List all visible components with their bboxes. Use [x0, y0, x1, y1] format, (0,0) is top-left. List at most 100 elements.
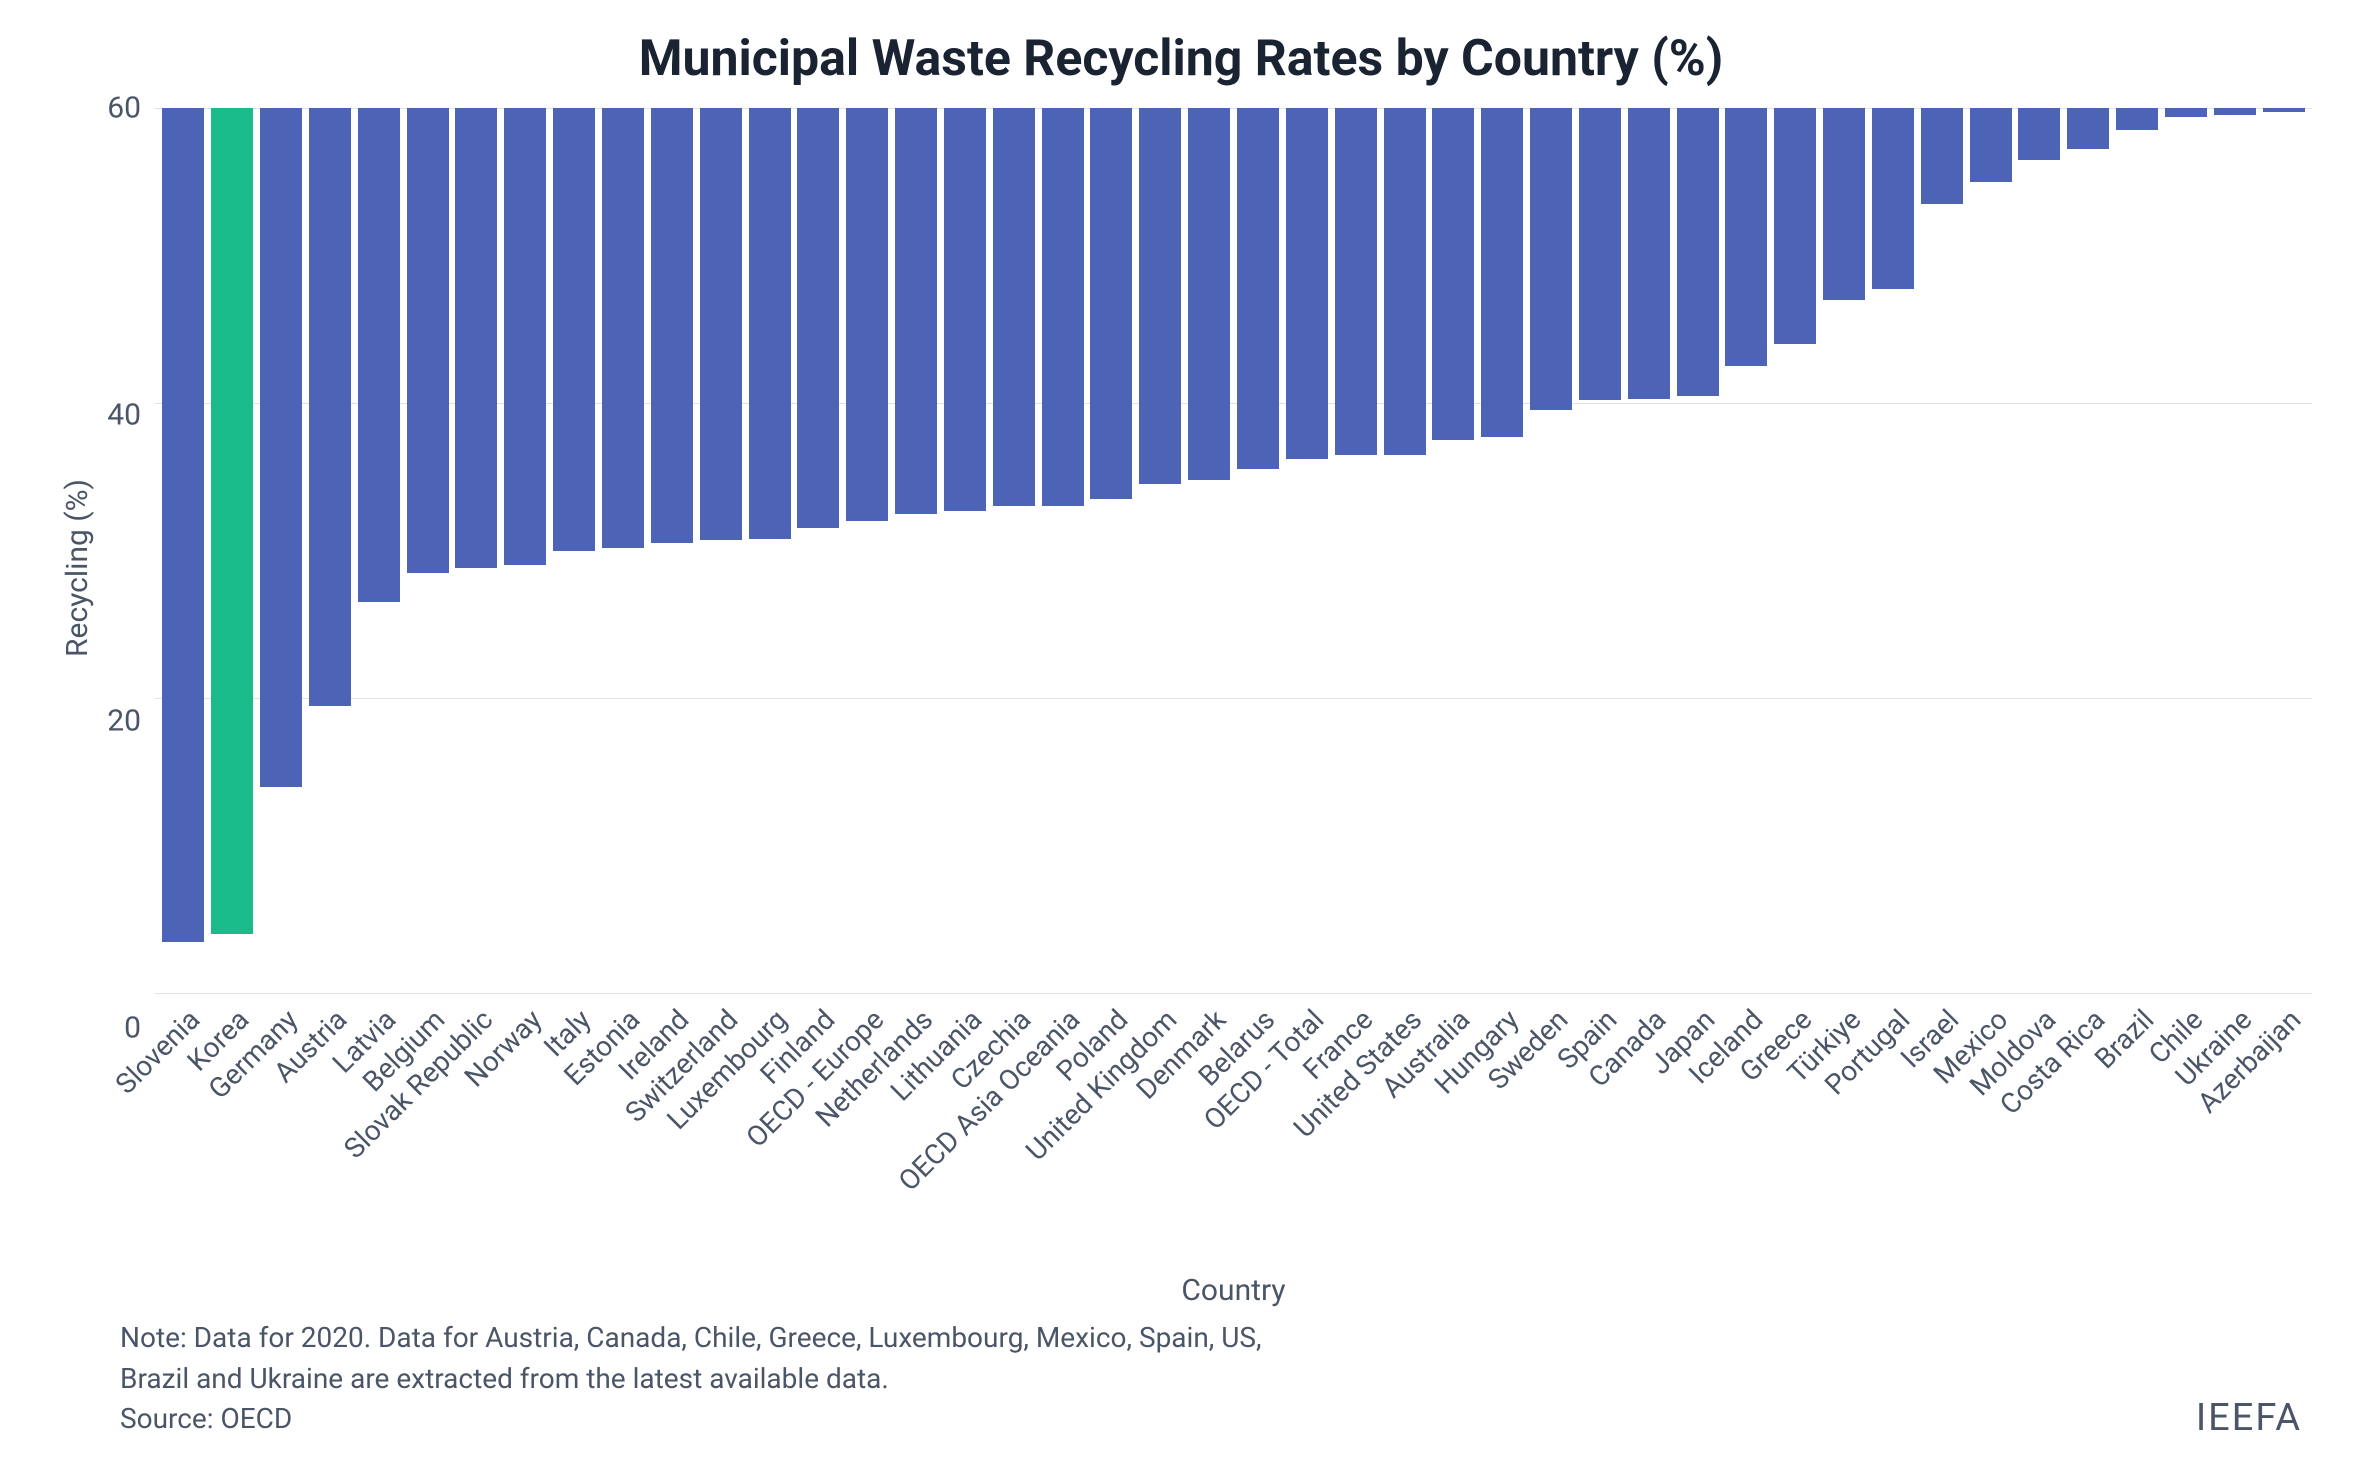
bar	[749, 108, 791, 539]
bar-slot	[1527, 108, 1576, 993]
bar	[2263, 108, 2305, 112]
x-tick-slot: Azerbaijan	[2259, 993, 2308, 1273]
bar	[944, 108, 986, 511]
bar	[260, 108, 302, 787]
bar	[1237, 108, 1279, 469]
y-ticks-column: 0204060	[95, 108, 155, 1308]
y-tick-label: 0	[124, 1011, 141, 1046]
bar	[993, 108, 1035, 506]
plot-area: Recycling (%) 0204060 SloveniaKoreaGerma…	[50, 108, 2312, 1308]
bar	[1042, 108, 1084, 506]
bar-slot	[403, 108, 452, 993]
bar	[895, 108, 937, 514]
bar-slot	[159, 108, 208, 993]
y-ticks-inner: 0204060	[95, 108, 155, 1028]
bar-slot	[2064, 108, 2113, 993]
bar-slot	[1136, 108, 1185, 993]
bar	[358, 108, 400, 602]
footer-note-line2: Brazil and Ukraine are extracted from th…	[120, 1359, 1262, 1400]
footer: Note: Data for 2020. Data for Austria, C…	[50, 1318, 2312, 1440]
bar	[553, 108, 595, 551]
bar	[162, 108, 204, 942]
bar-slot	[647, 108, 696, 993]
bar-slot	[1185, 108, 1234, 993]
bar	[1628, 108, 1670, 399]
bar-slot	[1869, 108, 1918, 993]
bars	[155, 108, 2312, 993]
bar	[2116, 108, 2158, 130]
bar-slot	[843, 108, 892, 993]
bar-slot	[1478, 108, 1527, 993]
bar-slot	[794, 108, 843, 993]
bar-slot	[1820, 108, 1869, 993]
bar	[700, 108, 742, 540]
bar-slot	[1771, 108, 1820, 993]
bar	[504, 108, 546, 565]
footer-note: Note: Data for 2020. Data for Austria, C…	[120, 1318, 1262, 1440]
bar	[2214, 108, 2256, 115]
bar-slot	[1380, 108, 1429, 993]
bar-slot	[1234, 108, 1283, 993]
bar-slot	[501, 108, 550, 993]
bar	[846, 108, 888, 521]
bar-slot	[1429, 108, 1478, 993]
footer-note-line1: Note: Data for 2020. Data for Austria, C…	[120, 1318, 1262, 1359]
bar-slot	[696, 108, 745, 993]
bar	[1530, 108, 1572, 410]
bar	[1481, 108, 1523, 437]
y-tick-label: 40	[107, 397, 141, 432]
bar	[1432, 108, 1474, 440]
bar	[651, 108, 693, 543]
bar	[1677, 108, 1719, 396]
bar-slot	[2162, 108, 2211, 993]
bar-slot	[941, 108, 990, 993]
bar-slot	[1966, 108, 2015, 993]
bar	[211, 108, 253, 934]
bar-slot	[2113, 108, 2162, 993]
y-tick-label: 60	[107, 91, 141, 126]
bar	[309, 108, 351, 706]
x-axis-label: Country	[155, 1273, 2312, 1308]
bar-slot	[1282, 108, 1331, 993]
bar	[1823, 108, 1865, 300]
bar	[1335, 108, 1377, 455]
bar	[1139, 108, 1181, 484]
bar	[1286, 108, 1328, 459]
footer-attribution: IEEFA	[2196, 1396, 2312, 1440]
bar-slot	[892, 108, 941, 993]
bar-slot	[550, 108, 599, 993]
bar-slot	[208, 108, 257, 993]
bar	[455, 108, 497, 568]
bars-outer: SloveniaKoreaGermanyAustriaLatviaBelgium…	[155, 108, 2312, 1308]
bar	[2018, 108, 2060, 160]
bar	[1579, 108, 1621, 400]
chart-container: Municipal Waste Recycling Rates by Count…	[0, 0, 2362, 1480]
bar-slot	[989, 108, 1038, 993]
bar-slot	[2015, 108, 2064, 993]
bar-slot	[599, 108, 648, 993]
bar	[2067, 108, 2109, 149]
footer-source: Source: OECD	[120, 1399, 1262, 1440]
bar	[797, 108, 839, 528]
bar-slot	[1917, 108, 1966, 993]
bar	[1188, 108, 1230, 480]
bar-slot	[1673, 108, 1722, 993]
bar	[602, 108, 644, 548]
bar-slot	[1331, 108, 1380, 993]
bar-slot	[1087, 108, 1136, 993]
bar-slot	[1722, 108, 1771, 993]
bar-slot	[745, 108, 794, 993]
bar-slot	[452, 108, 501, 993]
bar-slot	[1575, 108, 1624, 993]
chart-title: Municipal Waste Recycling Rates by Count…	[50, 30, 2312, 88]
bar	[1872, 108, 1914, 289]
bar	[1774, 108, 1816, 344]
bar-slot	[1038, 108, 1087, 993]
bar	[2165, 108, 2207, 117]
x-ticks-row: SloveniaKoreaGermanyAustriaLatviaBelgium…	[155, 993, 2312, 1273]
bar-slot	[2259, 108, 2308, 993]
bar	[1725, 108, 1767, 366]
y-axis-label: Recycling (%)	[50, 479, 95, 657]
bar	[407, 108, 449, 573]
bar-slot	[354, 108, 403, 993]
